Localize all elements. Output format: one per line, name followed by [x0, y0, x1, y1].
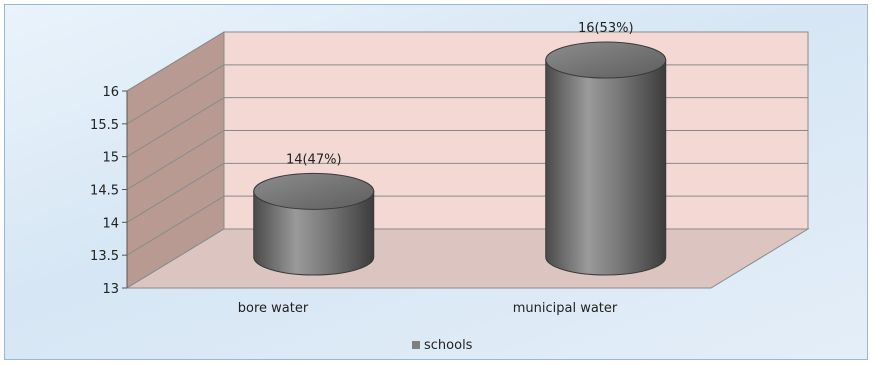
- y-tick-label: 15: [102, 151, 119, 166]
- gridline-side: [126, 64, 225, 125]
- data-label: 16(53%): [578, 21, 634, 36]
- bar-top: [545, 41, 667, 79]
- y-tick-label: 16: [102, 85, 119, 100]
- bar-bore-water: [253, 172, 375, 276]
- gridline-side: [126, 31, 225, 92]
- y-axis-ticks: 13 13.5 14 14.5 15 15.5 16: [90, 85, 128, 297]
- category-label: bore water: [238, 301, 309, 316]
- data-label: 14(47%): [286, 152, 342, 167]
- category-label: municipal water: [513, 301, 618, 316]
- bar-municipal-water: [545, 41, 667, 276]
- bars: 14(47%) 16(53%): [253, 21, 667, 276]
- y-tick-label: 13.5: [90, 249, 119, 264]
- gridlines: [126, 31, 808, 256]
- y-tick-label: 14.5: [90, 184, 119, 199]
- gridline-side: [126, 97, 225, 158]
- y-tick-label: 13: [102, 282, 119, 297]
- gridline-side: [126, 162, 225, 223]
- floor: [125, 228, 810, 289]
- legend-swatch-schools: [412, 341, 420, 349]
- legend-label-schools: schools: [424, 338, 473, 353]
- gridline-side: [126, 195, 225, 256]
- y-tick-label: 15.5: [90, 118, 119, 133]
- bar-body: [545, 59, 667, 276]
- bar-body: [253, 190, 375, 276]
- category-labels: bore water municipal water: [238, 301, 618, 316]
- legend: schools: [412, 338, 473, 353]
- y-tick-label: 14: [102, 216, 119, 231]
- gridline-side: [126, 130, 225, 190]
- bar-top: [253, 172, 375, 210]
